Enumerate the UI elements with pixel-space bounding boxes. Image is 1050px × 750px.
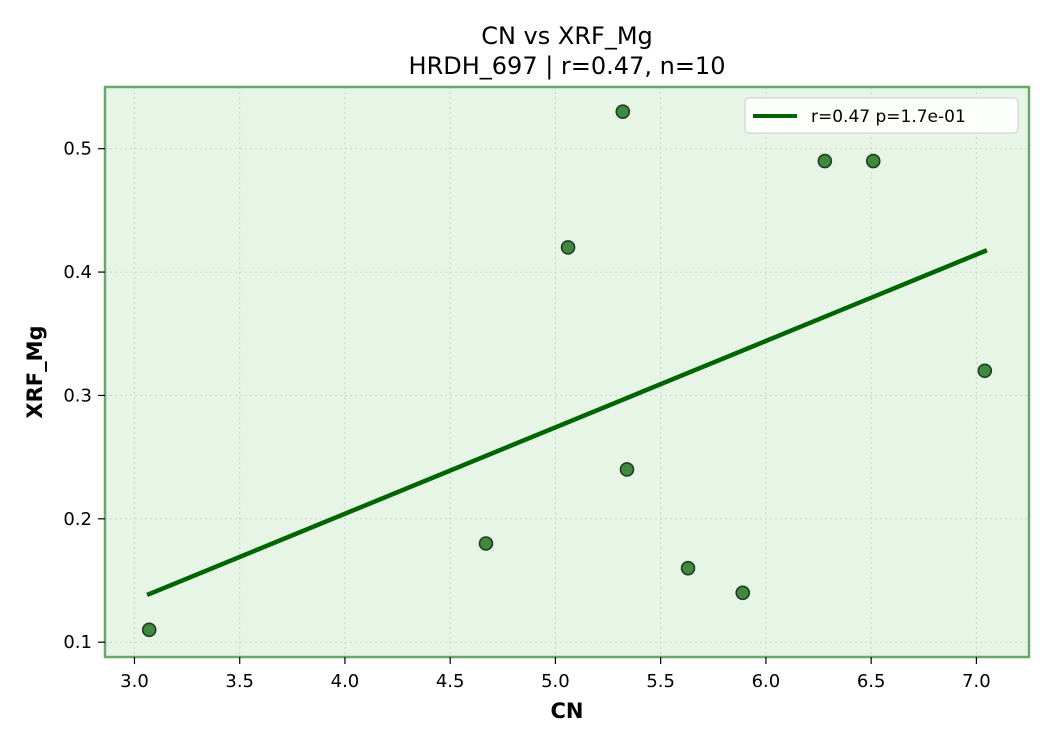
data-point [817,153,833,169]
chart-subtitle: HRDH_697 | r=0.47, n=10 [409,52,726,80]
x-tick-label: 4.5 [436,671,465,692]
x-axis-label: CN [551,699,584,723]
plot-frame [103,85,1031,659]
x-axis-ticks: 3.0 3.5 4.0 4.5 5.0 5.5 6.0 6.5 7.0 [120,657,991,692]
x-tick-label: 3.5 [225,671,254,692]
plot-area [105,87,1029,657]
fit-line-layer [146,248,988,598]
y-tick-label: 0.4 [63,262,92,283]
x-tick-label: 4.0 [331,671,360,692]
x-tick-label: 6.0 [752,671,781,692]
regression-line [146,248,988,598]
grid-lines [105,87,1029,657]
data-point [478,536,494,551]
x-tick-label: 3.0 [120,671,149,692]
y-axis-label: XRF_Mg [23,325,47,418]
data-points [141,104,993,638]
data-point [865,153,881,169]
legend-label: r=0.47 p=1.7e-01 [811,107,966,127]
y-tick-label: 0.1 [63,632,92,653]
x-tick-label: 5.5 [646,671,675,692]
x-tick-label: 7.0 [962,671,991,692]
x-tick-label: 6.5 [857,671,886,692]
data-point [615,104,631,119]
data-point [141,622,157,638]
y-tick-label: 0.2 [63,509,92,530]
data-point [977,363,993,379]
y-tick-label: 0.5 [63,139,92,160]
y-tick-label: 0.3 [63,385,92,406]
x-tick-label: 5.0 [541,671,570,692]
data-point [680,560,696,576]
y-axis-ticks: 0.1 0.2 0.3 0.4 0.5 [63,139,105,653]
legend-box [744,97,1019,134]
data-point [560,240,576,255]
legend: r=0.47 p=1.7e-01 [744,97,1019,134]
data-point [619,462,635,477]
data-point [735,585,751,601]
chart-title: CN vs XRF_Mg [481,22,653,50]
